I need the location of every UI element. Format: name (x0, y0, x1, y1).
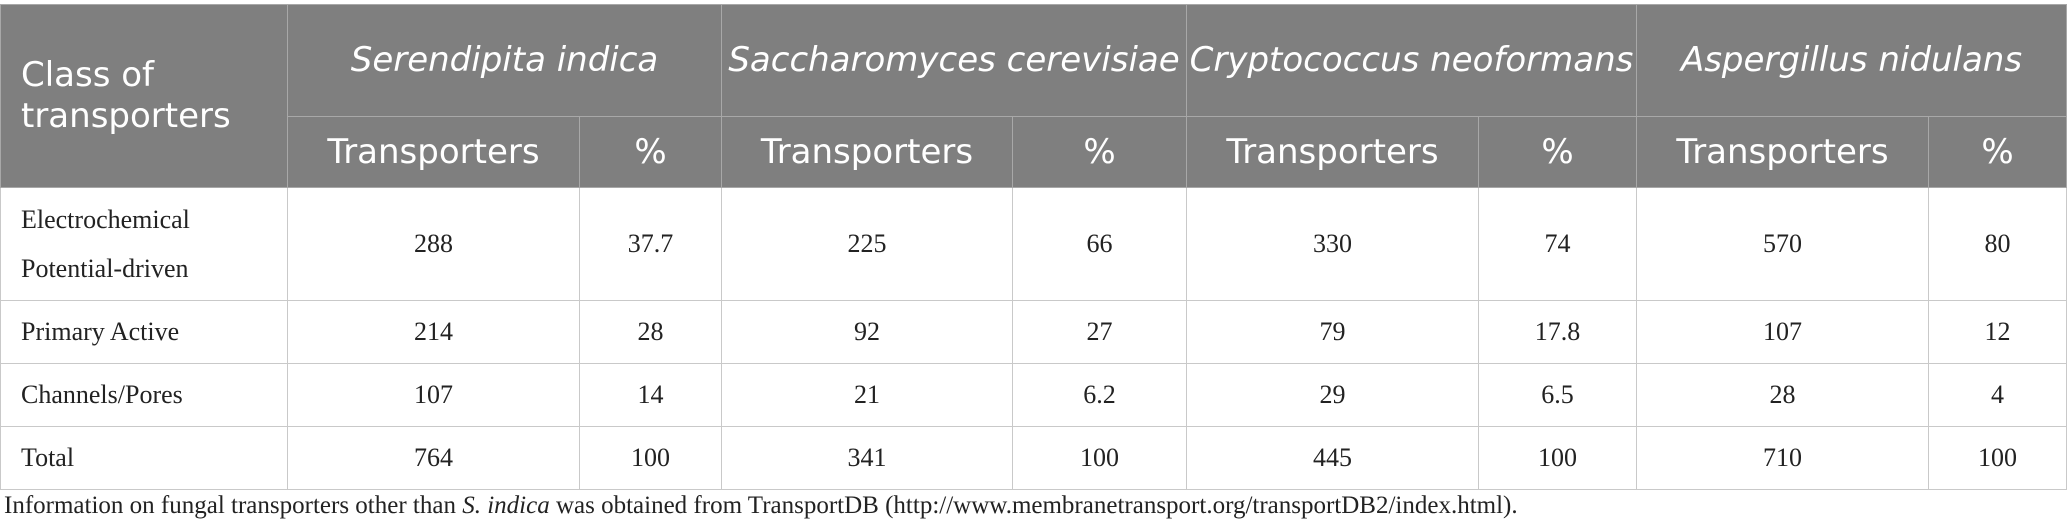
table-cell: 6.2 (1012, 363, 1187, 427)
transporters-subheader: Transporters (287, 116, 580, 188)
table-cell: 330 (1186, 187, 1479, 301)
footnote-text-before: Information on fungal transporters other… (4, 492, 463, 519)
percent-subheader: % (1478, 116, 1637, 188)
table-footnote: Information on fungal transporters other… (4, 492, 1518, 520)
footnote-species: S. indica (462, 492, 550, 519)
transporters-subheader: Transporters (721, 116, 1013, 188)
table-cell: 214 (287, 300, 580, 364)
table-cell: 764 (287, 426, 580, 490)
percent-subheader: % (1012, 116, 1187, 188)
species-header-cryptococcus: Cryptococcus neoformans (1186, 4, 1637, 117)
percent-subheader: % (579, 116, 722, 188)
table-cell: 710 (1636, 426, 1929, 490)
table-cell: 12 (1928, 300, 2067, 364)
table-cell: 21 (721, 363, 1013, 427)
table-cell: 100 (1478, 426, 1637, 490)
table-cell: 107 (287, 363, 580, 427)
table-row: Electrochemical Potential-driven 288 37.… (0, 187, 2067, 301)
table-cell: 74 (1478, 187, 1637, 301)
percent-subheader: % (1928, 116, 2067, 188)
table-cell: 80 (1928, 187, 2067, 301)
table-cell: 6.5 (1478, 363, 1637, 427)
row-label: Electrochemical Potential-driven (0, 187, 288, 301)
table-cell: 4 (1928, 363, 2067, 427)
table-cell: 107 (1636, 300, 1929, 364)
table-cell: 445 (1186, 426, 1479, 490)
row-label: Total (0, 426, 288, 490)
table-body: Electrochemical Potential-driven 288 37.… (0, 187, 2067, 490)
table-header: Class of transporters Serendipita indica… (0, 4, 2067, 188)
table-cell: 92 (721, 300, 1013, 364)
table-cell: 100 (1012, 426, 1187, 490)
transporter-table: Class of transporters Serendipita indica… (0, 4, 2067, 490)
row-label: Channels/Pores (0, 363, 288, 427)
table-cell: 288 (287, 187, 580, 301)
table-cell: 570 (1636, 187, 1929, 301)
row-label: Primary Active (0, 300, 288, 364)
table-cell: 28 (1636, 363, 1929, 427)
table-cell: 341 (721, 426, 1013, 490)
class-of-transporters-header: Class of transporters (0, 4, 288, 188)
table-cell: 100 (1928, 426, 2067, 490)
transporter-table-container: Class of transporters Serendipita indica… (0, 4, 2067, 490)
species-header-serendipita: Serendipita indica (287, 4, 722, 117)
table-cell: 27 (1012, 300, 1187, 364)
species-header-saccharomyces: Saccharomyces cerevisiae (721, 4, 1187, 117)
table-cell: 28 (579, 300, 722, 364)
table-cell: 79 (1186, 300, 1479, 364)
table-row: Total 764 100 341 100 445 100 710 100 (0, 426, 2067, 490)
species-header-aspergillus: Aspergillus nidulans (1636, 4, 2067, 117)
transporters-subheader: Transporters (1636, 116, 1929, 188)
footnote-text-after: was obtained from TransportDB (http://ww… (549, 492, 1518, 519)
table-cell: 37.7 (579, 187, 722, 301)
table-cell: 29 (1186, 363, 1479, 427)
table-cell: 225 (721, 187, 1013, 301)
table-cell: 66 (1012, 187, 1187, 301)
table-cell: 14 (579, 363, 722, 427)
table-row: Channels/Pores 107 14 21 6.2 29 6.5 28 4 (0, 363, 2067, 427)
table-row: Primary Active 214 28 92 27 79 17.8 107 … (0, 300, 2067, 364)
table-cell: 17.8 (1478, 300, 1637, 364)
transporters-subheader: Transporters (1186, 116, 1479, 188)
table-cell: 100 (579, 426, 722, 490)
